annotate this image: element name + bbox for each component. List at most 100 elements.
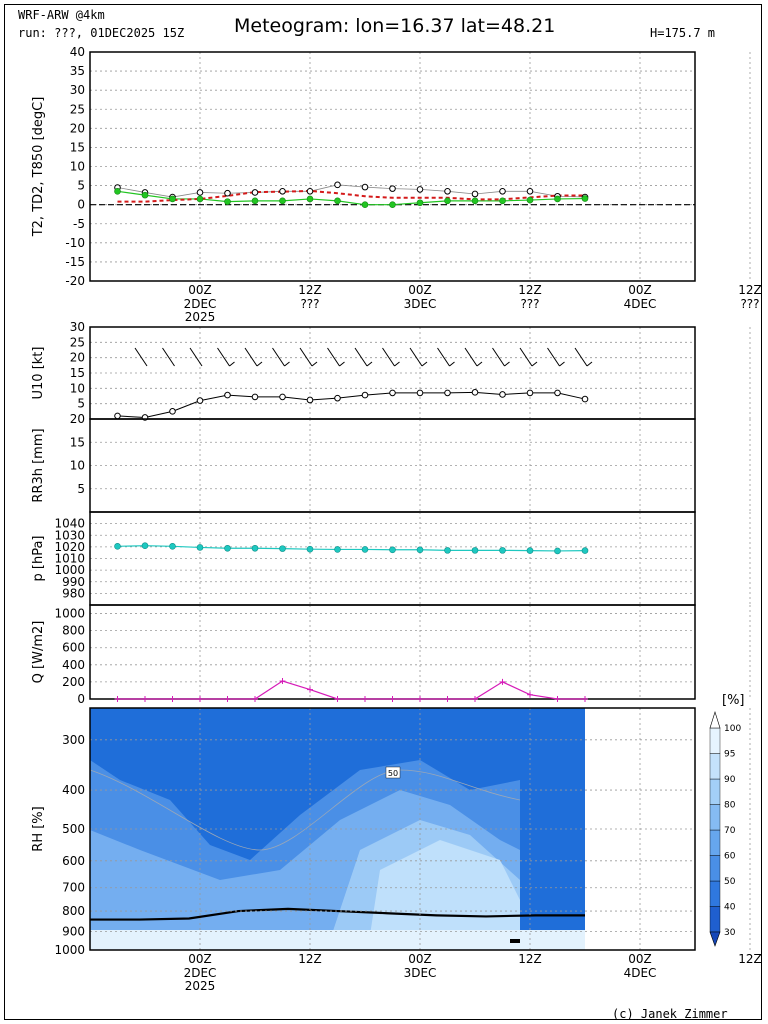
colorbar-tick-label: 100 [724,724,741,734]
td2-point [581,195,589,202]
lower-date-label: 3DEC [404,966,437,980]
y-tick-label: 1000 [54,943,85,957]
wind-point [471,389,479,396]
wind-point [169,408,176,415]
rh-contour-label: 50 [388,769,398,778]
t2-series-line [117,184,586,198]
lower-date-label: 4DEC [624,966,657,980]
wind-barb-flag [504,361,510,367]
rh-contour-label-box [385,766,401,779]
pressure-point [279,545,286,552]
upper-time-label: 12Z [518,283,542,297]
wind-point [361,391,369,399]
pressure-point [416,546,424,554]
y-tick-label: 10 [70,381,85,395]
pressure-point [471,547,479,554]
y-tick-label: 600 [62,641,85,655]
wind-point [114,412,121,420]
wind-barb [162,347,175,367]
t2-point [196,189,204,196]
td2-point [389,201,396,208]
y-tick-label: 0 [77,692,85,706]
y-tick-label: 5 [77,397,85,411]
upper-date-label: 2DEC [184,297,217,311]
pressure-series-line [117,545,586,552]
y-tick-label: 900 [62,925,85,939]
lower-time-label: 00Z [188,952,212,966]
t2-point [251,189,259,196]
upper-time-label: 00Z [188,283,212,297]
td2-point [169,195,176,203]
y-tick-label: 400 [62,658,85,672]
wind-barb-flag [531,361,538,367]
y-axis-label-temperature: T2, TD2, T850 [degC] [31,97,46,238]
td2-point [471,197,479,205]
y-tick-label: 25 [70,102,85,116]
y-tick-label: -10 [65,236,85,250]
wind-barb-flag [394,361,400,367]
panel-frame-temperature [89,51,696,282]
wind-barb-flag [366,361,373,367]
pressure-point [444,547,451,554]
y-tick-label: 5 [77,179,85,193]
surface-marker [510,939,520,943]
y-tick-label: 1020 [54,540,85,554]
t850-series-line [117,189,585,203]
wind-barb [492,347,505,367]
td2-point [196,195,204,203]
y-tick-label: -20 [65,274,85,288]
wind-barb [189,347,203,367]
wind-barb-flag [559,361,565,367]
upper-time-label: 00Z [628,283,652,297]
colorbar-segment [709,855,721,882]
y-tick-label: 30 [70,320,85,334]
y-tick-label: 40 [70,45,85,59]
y-tick-label: -15 [65,255,85,269]
y-tick-label: 20 [70,351,85,365]
wind-barb-flag [256,361,263,367]
pressure-point [114,542,121,550]
colorbar-tick-label: 70 [724,826,736,836]
y-axis-label-precipitation: RR3h [mm] [31,428,46,502]
y-tick-label: 400 [62,783,85,797]
lower-year-label: 2025 [185,979,216,993]
y-tick-label: 25 [70,335,85,349]
pressure-point [526,547,534,554]
wind-point [279,393,286,401]
t2-point [389,185,396,192]
pressure-point [306,545,314,553]
colorbar-title: [%] [722,693,745,708]
lower-date-label: 2DEC [184,966,217,980]
pressure-point [389,546,396,554]
pressure-point [196,544,204,551]
figure-frame [4,4,762,1020]
wind-barb [382,347,395,367]
wind-barb-flag [476,361,483,367]
y-tick-label: 500 [62,822,85,836]
y-axis-label-radiation: Q [W/m2] [31,621,46,684]
t2-point [334,181,341,189]
wind-barb [519,347,533,367]
wind-barb [437,347,450,367]
upper-date-label: ??? [300,297,319,311]
td2-point [499,197,506,205]
panel-frame-humidity [89,707,696,951]
pressure-point [251,544,259,552]
colorbar-tick-label: 60 [724,852,736,862]
td2-point [114,188,121,195]
upper-time-label: 12Z [298,283,322,297]
upper-year-label: 2025 [185,310,216,324]
lower-time-label: 12Z [738,952,762,966]
y-tick-label: 1000 [54,607,85,621]
wind-barb-flag [311,361,318,367]
wind-barb-flag [284,361,290,367]
td2-point [416,199,424,207]
upper-date-label: ??? [520,297,539,311]
wind-barb-flag [586,361,593,367]
wind-barb-flag [449,361,455,367]
wind-point [389,389,396,397]
wind-point [224,391,231,399]
colorbar-segment [709,804,721,831]
pressure-point [361,546,369,553]
y-tick-label: 20 [70,412,85,426]
